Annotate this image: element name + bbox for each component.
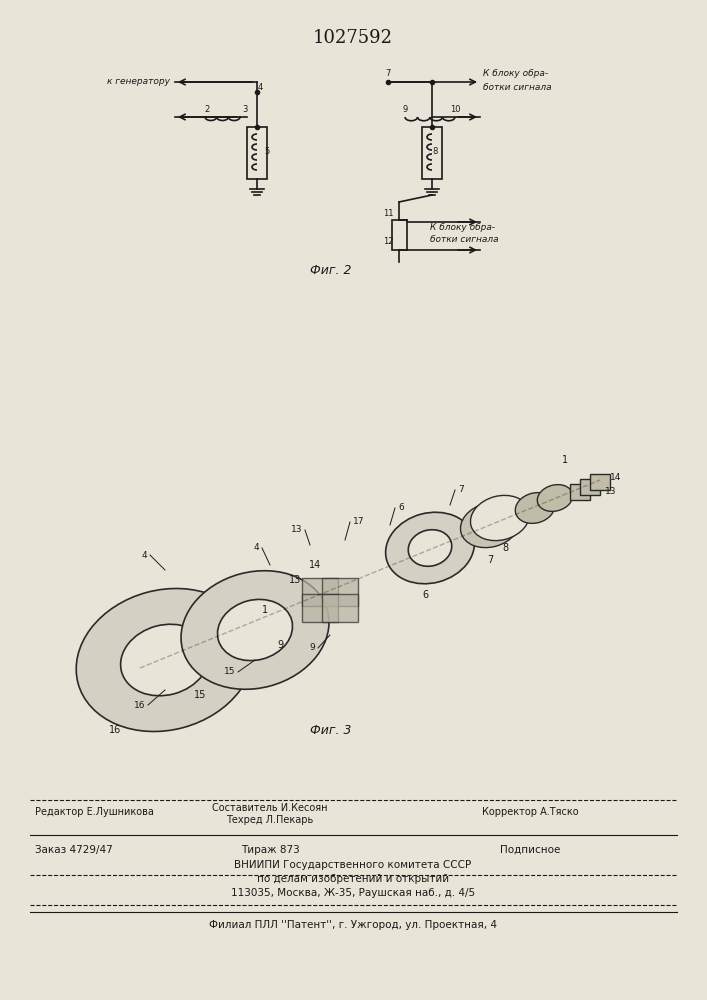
- Ellipse shape: [385, 512, 474, 584]
- Text: 4: 4: [257, 83, 262, 92]
- Text: 6: 6: [422, 590, 428, 600]
- Text: 2: 2: [204, 105, 209, 114]
- Text: К блоку обра-: К блоку обра-: [483, 70, 548, 79]
- Text: 8: 8: [432, 147, 438, 156]
- FancyBboxPatch shape: [580, 479, 600, 495]
- Text: Филиал ПЛЛ ''Патент'', г. Ужгород, ул. Проектная, 4: Филиал ПЛЛ ''Патент'', г. Ужгород, ул. П…: [209, 920, 497, 930]
- Text: 14: 14: [309, 560, 321, 570]
- FancyBboxPatch shape: [590, 474, 610, 490]
- Ellipse shape: [76, 588, 254, 732]
- Text: 16: 16: [109, 725, 121, 735]
- Text: Техред Л.Пекарь: Техред Л.Пекарь: [226, 815, 314, 825]
- Text: 11: 11: [382, 210, 393, 219]
- Ellipse shape: [470, 495, 530, 541]
- Text: 12: 12: [382, 237, 393, 246]
- Text: 1: 1: [262, 605, 268, 615]
- FancyBboxPatch shape: [322, 594, 358, 622]
- Text: 9: 9: [402, 105, 408, 114]
- Ellipse shape: [515, 493, 555, 523]
- FancyBboxPatch shape: [322, 578, 358, 606]
- Text: К блоку обра-: К блоку обра-: [430, 223, 495, 232]
- Text: 14: 14: [610, 474, 621, 483]
- Text: Редактор Е.Лушникова: Редактор Е.Лушникова: [35, 807, 154, 817]
- Ellipse shape: [537, 485, 573, 511]
- Text: 7: 7: [458, 486, 464, 494]
- Text: ВНИИПИ Государственного комитета СССР: ВНИИПИ Государственного комитета СССР: [235, 860, 472, 870]
- Text: Фиг. 3: Фиг. 3: [310, 724, 351, 736]
- Text: 10: 10: [450, 105, 460, 114]
- Text: 8: 8: [502, 543, 508, 553]
- Bar: [422, 127, 442, 179]
- Text: Заказ 4729/47: Заказ 4729/47: [35, 845, 112, 855]
- Text: к генератору: к генератору: [107, 78, 170, 87]
- Text: 113035, Москва, Ж-35, Раушская наб., д. 4/5: 113035, Москва, Ж-35, Раушская наб., д. …: [231, 888, 475, 898]
- Ellipse shape: [218, 599, 293, 661]
- Text: Фиг. 2: Фиг. 2: [310, 263, 351, 276]
- Text: 13: 13: [291, 526, 302, 534]
- Text: 4: 4: [141, 550, 147, 560]
- Text: Корректор А.Тяско: Корректор А.Тяско: [481, 807, 578, 817]
- Text: 4: 4: [253, 544, 259, 552]
- Text: по делам изобретений и открытий: по делам изобретений и открытий: [257, 874, 449, 884]
- FancyBboxPatch shape: [570, 484, 590, 500]
- FancyBboxPatch shape: [302, 594, 338, 622]
- Ellipse shape: [408, 530, 452, 566]
- Text: ботки сигнала: ботки сигнала: [430, 235, 498, 244]
- Text: 17: 17: [353, 518, 365, 526]
- Text: 15: 15: [223, 668, 235, 676]
- Text: 1: 1: [562, 455, 568, 465]
- Text: 3: 3: [243, 105, 247, 114]
- Text: 13: 13: [289, 575, 301, 585]
- Text: Тираж 873: Тираж 873: [240, 845, 299, 855]
- Text: Составитель И.Кесоян: Составитель И.Кесоян: [212, 803, 328, 813]
- Text: 7: 7: [385, 70, 391, 79]
- Text: ботки сигнала: ботки сигнала: [483, 84, 551, 93]
- Ellipse shape: [121, 624, 209, 696]
- Text: 9: 9: [277, 640, 283, 650]
- Text: 1027592: 1027592: [313, 29, 393, 47]
- Text: 13: 13: [605, 488, 617, 496]
- Text: 16: 16: [134, 700, 145, 710]
- Text: 7: 7: [487, 555, 493, 565]
- Text: 5: 5: [264, 147, 269, 156]
- Ellipse shape: [460, 502, 520, 548]
- Text: Подписное: Подписное: [500, 845, 560, 855]
- Text: 9: 9: [309, 644, 315, 652]
- Ellipse shape: [181, 571, 329, 689]
- Bar: [247, 127, 267, 179]
- Text: 15: 15: [194, 690, 206, 700]
- Text: 6: 6: [398, 504, 404, 512]
- Bar: [392, 220, 407, 250]
- FancyBboxPatch shape: [302, 578, 338, 606]
